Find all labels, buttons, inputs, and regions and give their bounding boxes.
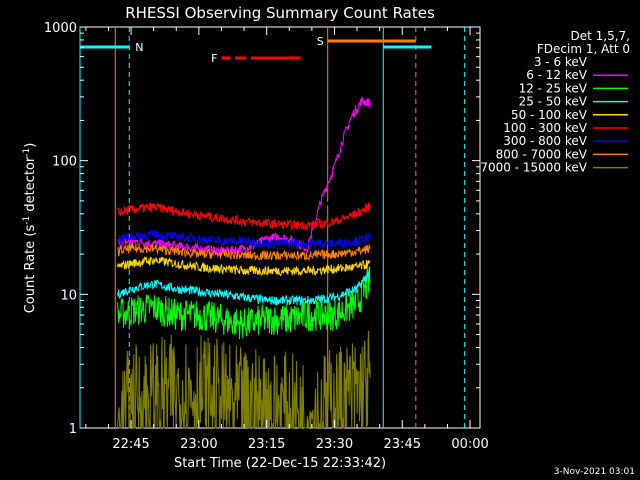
series-line-8 [117, 330, 371, 430]
series-line-3 [117, 266, 371, 307]
legend-label-0: 3 - 6 keV [534, 55, 588, 69]
series-line-4 [117, 256, 371, 277]
x-tick-label-4: 23:45 [384, 437, 421, 452]
x-tick-label-3: 23:30 [316, 437, 353, 452]
legend-label-8: 7000 - 15000 keV [480, 161, 587, 175]
legend-label-5: 100 - 300 keV [503, 121, 587, 135]
legend-label-6: 300 - 800 keV [503, 134, 587, 148]
y-tick-label-3: 1000 [44, 21, 77, 36]
legend-label-7: 800 - 7000 keV [496, 147, 588, 161]
flag-label-F: F [211, 52, 217, 65]
legend-header-line-2: FDecim 1, Att 0 [537, 42, 630, 56]
y-tick-label-2: 100 [52, 155, 77, 170]
series-layer [117, 96, 371, 430]
series-line-6 [117, 229, 371, 250]
legend-label-2: 12 - 25 keV [519, 81, 588, 95]
y-label-part-1: -1 [22, 216, 32, 225]
y-label-part-0: Count Rate (s [23, 225, 38, 314]
y-tick-label-1: 10 [60, 288, 77, 303]
x-tick-label-0: 22:45 [112, 437, 149, 452]
y-label-part-4: ) [23, 143, 38, 148]
y-label-part-3: -1 [22, 148, 32, 157]
x-tick-label-5: 00:00 [451, 437, 488, 452]
flag-label-N: N [135, 41, 143, 54]
legend-header-line-1: Det 1,5,7, [571, 29, 631, 43]
series-line-5 [117, 202, 371, 231]
x-tick-label-2: 23:15 [248, 437, 285, 452]
x-axis-ticks: 22:45 23:00 23:15 23:30 23:45 00:00 [85, 27, 489, 452]
legend-label-3: 25 - 50 keV [519, 95, 588, 109]
series-line-7 [117, 243, 371, 261]
status-verticals [79, 27, 466, 428]
plot-frame [79, 26, 481, 429]
flag-bars: N F S [80, 35, 432, 65]
series-line-1 [117, 96, 371, 257]
y-label-part-2: detector [23, 156, 38, 216]
x-tick-label-1: 23:00 [180, 437, 217, 452]
footer-timestamp: 3-Nov-2021 03:01 [554, 467, 635, 477]
flag-label-S: S [317, 35, 324, 48]
legend-label-4: 50 - 100 keV [511, 108, 588, 122]
x-axis-label: Start Time (22-Dec-15 22:33:42) [174, 456, 386, 471]
legend-label-1: 6 - 12 keV [526, 68, 588, 82]
y-tick-label-0: 1 [69, 422, 77, 437]
series-line-2 [117, 266, 371, 340]
y-axis-label: Count Rate (s-1 detector-1) [22, 143, 38, 314]
y-axis-ticks: 1 10 100 1000 [44, 21, 480, 437]
chart-title: RHESSI Observing Summary Count Rates [125, 4, 435, 22]
